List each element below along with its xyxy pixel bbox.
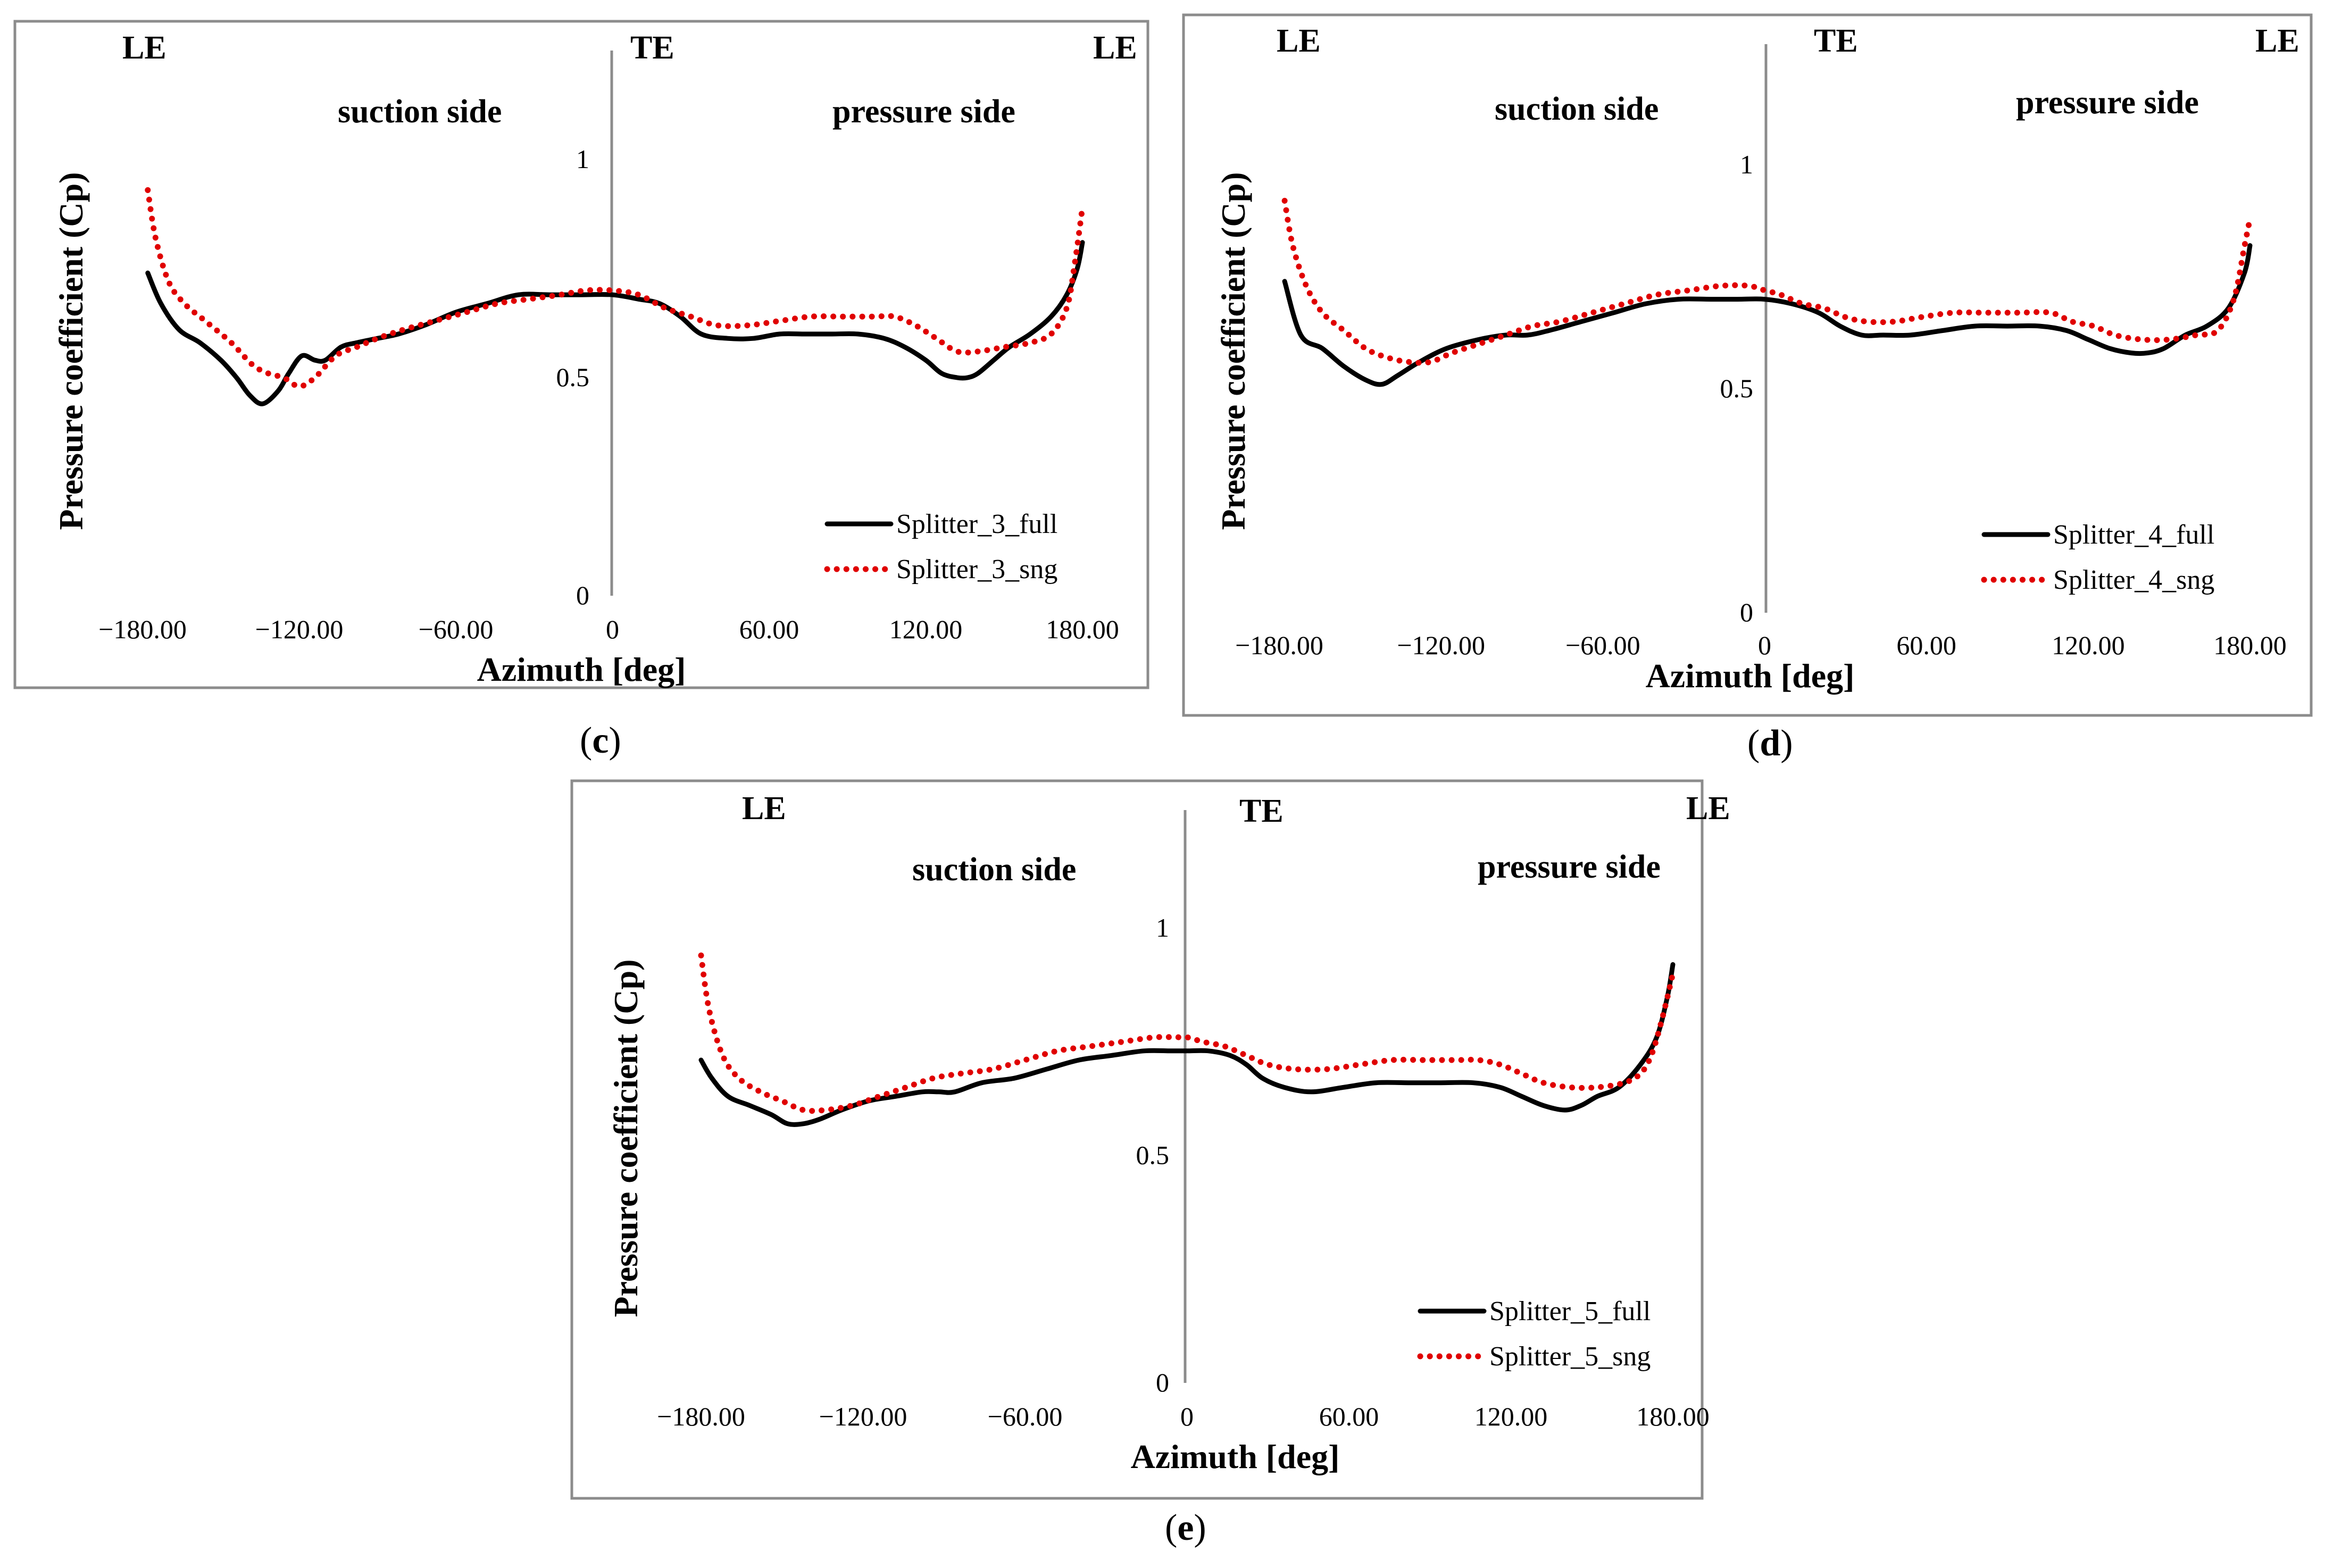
annotation-le-left: LE: [742, 790, 786, 827]
x-tick-label: −120.00: [1397, 630, 1485, 660]
panel-letter: e: [1177, 1507, 1194, 1548]
legend-entry-label: Splitter_3_full: [896, 509, 1057, 539]
legend-entry-label: Splitter_3_sng: [896, 554, 1057, 585]
y-tick-label: 0: [576, 580, 589, 610]
x-tick-label: 180.00: [2213, 630, 2287, 660]
chart-panel-e: LE TE LE suction side pressure side 0 0.5 1 −180…: [570, 779, 1730, 1500]
x-tick-label: 0: [606, 614, 619, 644]
chart-frame: [13, 20, 1149, 689]
annotation-pressure-side: pressure side: [2016, 85, 2199, 121]
y-tick-label: 0.5: [1136, 1140, 1170, 1170]
legend: Splitter_4_full Splitter_4_sng: [1981, 520, 2214, 595]
x-tick-label: −120.00: [255, 614, 344, 644]
x-tick-label: −180.00: [98, 614, 187, 644]
x-tick-label: 60.00: [739, 614, 799, 644]
x-tick-label: 60.00: [1319, 1402, 1379, 1431]
legend-entry-label: Splitter_4_full: [2053, 520, 2214, 550]
x-tick-label: 120.00: [2052, 630, 2125, 660]
chart-panel-d: LE TE LE suction side pressure side 0 0.5 1 −180…: [1182, 13, 2313, 717]
x-tick-label: 60.00: [1896, 630, 1956, 660]
y-tick-label: 0: [1740, 597, 1753, 627]
x-tick-label: −60.00: [419, 614, 494, 644]
x-axis-title: Azimuth [deg]: [477, 650, 686, 688]
panel-letter: c: [592, 720, 609, 761]
annotation-le-right: LE: [2255, 23, 2299, 59]
x-tick-label: 0: [1180, 1402, 1194, 1431]
legend: Splitter_3_full Splitter_3_sng: [824, 509, 1057, 585]
chart-frame: [570, 779, 1704, 1500]
y-tick-label: 0.5: [556, 362, 590, 392]
panel-label: (c): [580, 720, 621, 761]
x-axis-title: Azimuth [deg]: [1646, 657, 1855, 695]
x-tick-label: 120.00: [1474, 1402, 1548, 1431]
annotation-le-left: LE: [1277, 23, 1321, 59]
y-axis-title: Pressure coefficient (Cp): [607, 960, 645, 1317]
x-tick-label: −180.00: [657, 1402, 745, 1431]
series-line-splitter-3-sng: [145, 187, 1086, 389]
y-tick-label: 0.5: [1720, 373, 1754, 403]
x-tick-label: −120.00: [819, 1402, 907, 1431]
annotation-te: TE: [1814, 23, 1858, 59]
panel-label: (e): [1165, 1507, 1206, 1548]
chart-frame: [1182, 13, 2313, 717]
annotation-te: TE: [630, 30, 674, 66]
x-tick-label: −180.00: [1235, 630, 1323, 660]
annotation-suction-side: suction side: [338, 94, 502, 130]
y-axis-title: Pressure coefficient (Cp): [52, 172, 90, 530]
y-axis-title: Pressure coefficient (Cp): [1214, 172, 1252, 530]
y-tick-label: 1: [576, 144, 589, 174]
y-tick-label: 0: [1156, 1367, 1169, 1397]
series-line-splitter-5-sng: [698, 952, 1676, 1114]
annotation-suction-side: suction side: [912, 852, 1076, 888]
annotation-le-right: LE: [1093, 30, 1137, 66]
x-tick-label: 0: [1758, 630, 1771, 660]
panel-letter: d: [1760, 723, 1780, 764]
x-tick-label: −60.00: [1565, 630, 1640, 660]
series-line-splitter-4-sng: [1281, 197, 2253, 366]
annotation-le-right: LE: [1686, 790, 1730, 827]
x-axis-title: Azimuth [deg]: [1131, 1438, 1340, 1475]
legend-entry-label: Splitter_5_sng: [1489, 1341, 1651, 1372]
legend-entry-label: Splitter_4_sng: [2053, 565, 2214, 595]
legend: Splitter_5_full Splitter_5_sng: [1417, 1296, 1651, 1372]
y-tick-label: 1: [1740, 149, 1753, 179]
series-line-splitter-5-full: [698, 962, 1676, 1127]
x-tick-label: 180.00: [1046, 614, 1119, 644]
annotation-pressure-side: pressure side: [1478, 849, 1661, 885]
legend-entry-label: Splitter_5_full: [1489, 1296, 1651, 1327]
annotation-pressure-side: pressure side: [832, 94, 1015, 130]
x-tick-label: 180.00: [1636, 1402, 1710, 1431]
y-tick-label: 1: [1156, 913, 1169, 943]
panel-label: (d): [1747, 723, 1793, 764]
annotation-te: TE: [1239, 793, 1284, 829]
annotation-le-left: LE: [122, 30, 166, 66]
x-tick-label: 120.00: [889, 614, 963, 644]
chart-panel-c: LE TE LE suction side pressure side 0 0.5 1 −180…: [13, 20, 1149, 689]
annotation-suction-side: suction side: [1495, 91, 1659, 127]
series-line-splitter-4-full: [1282, 243, 2253, 387]
series-line-splitter-3-full: [145, 240, 1085, 406]
x-tick-label: −60.00: [988, 1402, 1063, 1431]
